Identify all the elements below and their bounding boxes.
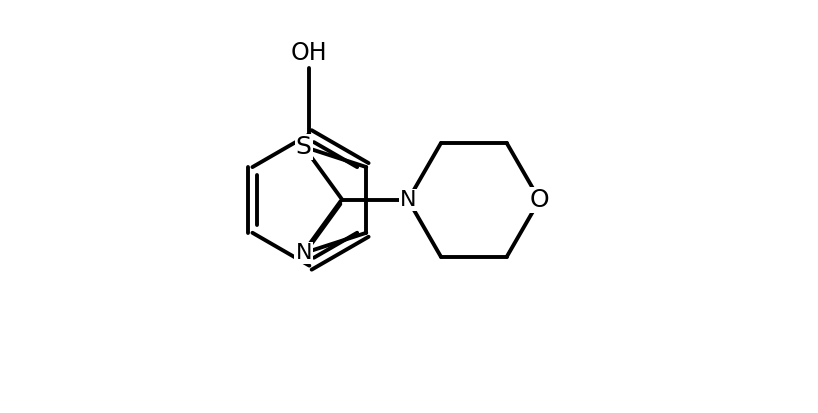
Text: N: N (400, 190, 416, 210)
Text: S: S (296, 135, 312, 159)
Text: N: N (295, 243, 312, 263)
Text: O: O (530, 188, 550, 212)
Text: OH: OH (291, 41, 328, 65)
